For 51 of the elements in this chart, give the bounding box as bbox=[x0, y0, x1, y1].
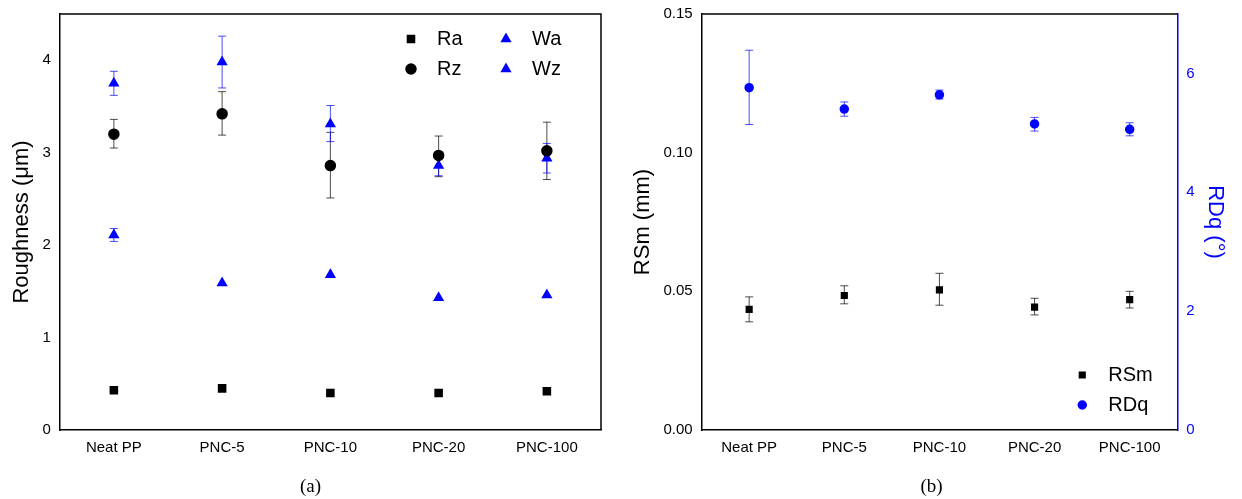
y2-tick-label: 0 bbox=[1186, 420, 1195, 438]
legend-label: Rz bbox=[437, 56, 462, 79]
y-tick-label: 0.00 bbox=[663, 420, 693, 438]
point bbox=[216, 108, 228, 120]
y-tick-label: 3 bbox=[42, 142, 51, 160]
point bbox=[326, 388, 335, 398]
point bbox=[325, 268, 336, 278]
y-axis-title: RSm (mm) bbox=[629, 168, 655, 276]
y-tick-label: 2 bbox=[42, 235, 51, 253]
point bbox=[325, 118, 336, 128]
point bbox=[541, 145, 553, 157]
x-tick-label: PNC-100 bbox=[516, 438, 578, 456]
point bbox=[541, 289, 552, 299]
text: (b) bbox=[919, 475, 944, 497]
y2-tick-label: 2 bbox=[1186, 301, 1195, 319]
y-tick-label: 0.05 bbox=[663, 281, 693, 299]
point bbox=[432, 149, 445, 162]
y-tick-label: 0 bbox=[42, 420, 51, 438]
point bbox=[433, 292, 444, 302]
legend-label: Wz bbox=[532, 56, 561, 79]
legend-label: RSm bbox=[1108, 362, 1153, 385]
legend-label: RDq bbox=[1108, 392, 1149, 415]
point bbox=[434, 388, 443, 398]
x-tick-label: PNC-20 bbox=[411, 438, 466, 456]
point bbox=[109, 385, 119, 395]
x-tick-label: PNC-20 bbox=[1007, 438, 1062, 456]
x-tick-label: PNC-10 bbox=[303, 438, 358, 456]
point bbox=[217, 384, 227, 393]
x-tick-label: Neat PP bbox=[721, 438, 778, 456]
y-tick-label: 4 bbox=[42, 50, 51, 68]
point bbox=[542, 386, 552, 396]
x-tick-label: PNC-5 bbox=[199, 438, 245, 456]
point bbox=[108, 128, 120, 140]
y2-tick-label: 4 bbox=[1186, 182, 1195, 200]
y-tick-label: 0.15 bbox=[663, 4, 693, 22]
y-axis-title: Roughness (μm) bbox=[8, 140, 34, 304]
legend-label: Ra bbox=[437, 26, 464, 49]
x-tick-label: PNC-5 bbox=[821, 438, 867, 456]
y-tick-label: 1 bbox=[42, 327, 51, 345]
x-tick-label: PNC-10 bbox=[912, 438, 967, 456]
y-tick-label: 0.10 bbox=[663, 142, 693, 160]
y2-tick-label: 6 bbox=[1186, 63, 1195, 81]
x-tick-label: Neat PP bbox=[85, 438, 142, 456]
legend-label: Wa bbox=[532, 26, 563, 49]
point bbox=[217, 56, 228, 66]
text: (a) bbox=[298, 475, 323, 497]
x-tick-label: PNC-100 bbox=[1098, 438, 1161, 456]
y2-axis-title: RDq (°) bbox=[1203, 185, 1229, 259]
point bbox=[217, 277, 228, 287]
point bbox=[324, 159, 337, 172]
point bbox=[108, 77, 119, 87]
